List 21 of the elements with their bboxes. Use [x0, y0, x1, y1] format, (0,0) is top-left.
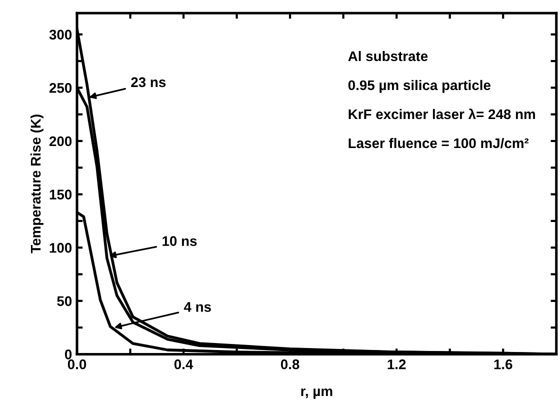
x-tick-label: 1.2 — [388, 359, 406, 370]
y-tick-label: 250 — [49, 83, 72, 93]
annotation: 4 ns — [184, 302, 211, 312]
annotation: 10 ns — [162, 236, 197, 246]
y-tick-label: 300 — [49, 30, 72, 40]
x-tick-label: 1.6 — [494, 359, 512, 370]
y-tick-label: 100 — [50, 242, 72, 253]
x-tick-label: 0.0 — [68, 359, 86, 370]
x-axis-title: r, µm — [301, 388, 332, 399]
annotation: 0.95 µm silica particle — [348, 80, 490, 93]
x-tick-label: 0.4 — [174, 359, 194, 370]
annotation: Al substrate — [348, 50, 428, 62]
annotation: KrF excimer laser λ= 248 nm — [348, 108, 535, 120]
y-tick-label: 50 — [57, 296, 72, 306]
x-tick-label: 0.8 — [280, 359, 300, 370]
y-tick-label: 200 — [49, 136, 72, 146]
annotation: Laser fluence = 100 mJ/cm² — [348, 138, 529, 148]
annotation: 23 ns — [131, 77, 166, 88]
y-axis-title: Temperature Rise (K) — [30, 114, 44, 254]
y-tick-label: 150 — [50, 190, 72, 200]
y-tick-label: 0 — [64, 350, 72, 360]
